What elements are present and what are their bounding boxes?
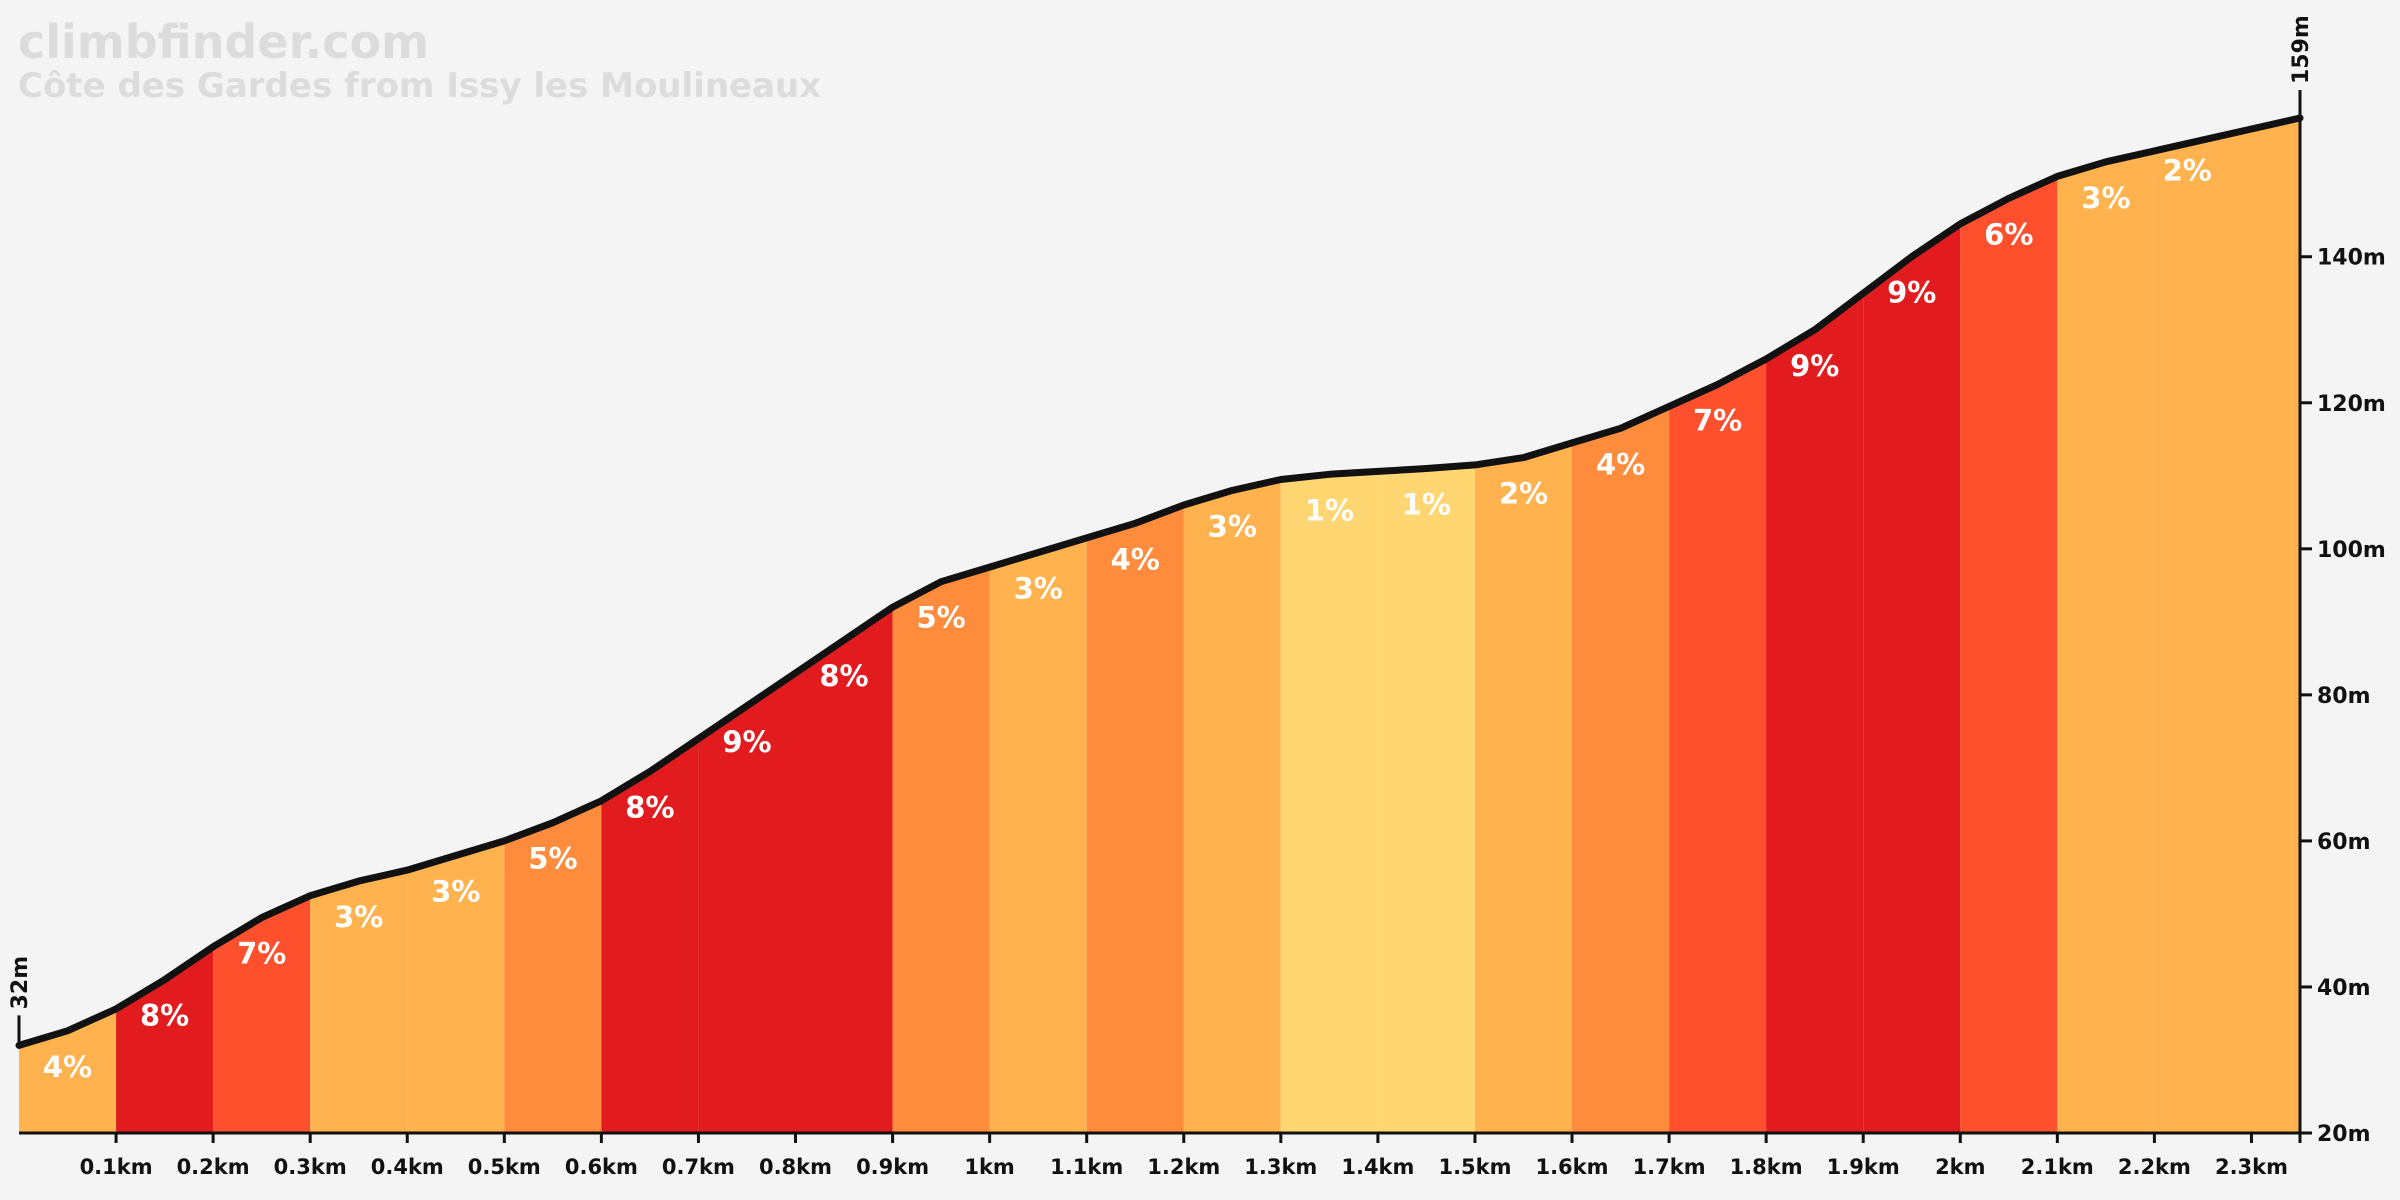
gradient-label: 9% [1790, 349, 1839, 383]
x-tick-label: 1km [964, 1155, 1014, 1179]
x-tick-label: 0.1km [80, 1155, 153, 1179]
y-tick-label: 120m [2317, 392, 2386, 417]
y-tick-label: 40m [2317, 976, 2371, 1001]
y-tick-label: 100m [2317, 538, 2386, 563]
x-tick-label: 0.4km [371, 1155, 444, 1179]
gradient-segments [19, 118, 2300, 1133]
y-tick-label: 80m [2317, 684, 2371, 709]
x-tick-label: 1.9km [1827, 1155, 1900, 1179]
x-tick-label: 2.1km [2021, 1155, 2094, 1179]
gradient-label: 9% [1887, 276, 1936, 310]
gradient-segment [698, 673, 796, 1133]
gradient-segment [892, 567, 990, 1133]
gradient-label: 3% [334, 900, 383, 934]
gradient-label: 5% [916, 601, 965, 635]
gradient-label: 6% [1984, 217, 2033, 251]
gradient-segment [1669, 359, 1767, 1133]
gradient-label: 5% [528, 842, 577, 876]
x-tick-label: 0.7km [662, 1155, 735, 1179]
y-tick-label: 20m [2317, 1122, 2371, 1147]
gradient-segment [116, 946, 214, 1133]
gradient-label: 3% [2081, 181, 2130, 215]
x-tick-label: 0.9km [856, 1155, 929, 1179]
x-tick-label: 0.2km [177, 1155, 250, 1179]
y-axis: 20m 40m 60m 80m 100m 120m 140m [2298, 118, 2386, 1147]
gradient-segment [2154, 118, 2300, 1133]
gradient-segment [1863, 223, 1961, 1133]
gradient-segment [1475, 442, 1572, 1133]
gradient-segment [1766, 293, 1864, 1133]
gradient-labels: 4% 8% 7% 3% 3% 5% 8% 9% 8% 5% 3% 4% 3% 1% 1% 2% 4% 7% 9% 9%… [43, 153, 2212, 1083]
gradient-label: 4% [43, 1050, 92, 1084]
gradient-segment [1377, 464, 1475, 1133]
x-tick-label: 2.2km [2118, 1155, 2191, 1179]
gradient-label: 2% [2163, 153, 2212, 187]
elevation-markers: 32m 159m [8, 15, 2314, 1046]
x-tick-label: 2.3km [2215, 1155, 2288, 1179]
x-tick-label: 1.7km [1633, 1155, 1706, 1179]
x-tick-label: 0.5km [468, 1155, 541, 1179]
x-tick-label: 0.8km [759, 1155, 832, 1179]
gradient-label: 1% [1305, 493, 1354, 527]
x-tick-label: 1.2km [1147, 1155, 1220, 1179]
gradient-label: 1% [1402, 488, 1451, 522]
y-tick-label: 140m [2317, 246, 2386, 271]
gradient-label: 7% [237, 937, 286, 971]
gradient-segment [989, 537, 1087, 1133]
end-elevation-label: 159m [2289, 15, 2314, 84]
y-tick-label: 60m [2317, 830, 2371, 855]
gradient-label: 3% [431, 875, 480, 909]
gradient-segment [504, 800, 602, 1133]
x-tick-label: 1.3km [1244, 1155, 1317, 1179]
gradient-label: 2% [1499, 477, 1548, 511]
x-tick-label: 1.4km [1341, 1155, 1414, 1179]
x-tick-label: 0.6km [565, 1155, 638, 1179]
gradient-segment [1572, 406, 1670, 1133]
x-tick-label: 2km [1935, 1155, 1985, 1179]
gradient-segment [1183, 479, 1281, 1133]
gradient-segment [213, 895, 311, 1133]
gradient-label: 8% [819, 659, 868, 693]
gradient-label: 8% [625, 791, 674, 825]
gradient-label: 9% [722, 725, 771, 759]
x-tick-label: 1.1km [1050, 1155, 1123, 1179]
gradient-label: 8% [140, 999, 189, 1033]
start-elevation-label: 32m [8, 956, 33, 1010]
gradient-segment [407, 840, 505, 1133]
gradient-label: 3% [1208, 509, 1257, 543]
x-tick-label: 1.5km [1438, 1155, 1511, 1179]
gradient-segment [1960, 176, 2058, 1133]
profile-line [15, 114, 2304, 1049]
x-axis: 0.1km 0.2km 0.3km 0.4km 0.5km 0.6km 0.7km 0.8km… [19, 1131, 2302, 1179]
site-title: climbfinder.com [18, 15, 429, 69]
gradient-label: 4% [1111, 542, 1160, 576]
x-tick-label: 1.8km [1730, 1155, 1803, 1179]
gradient-segment [2057, 150, 2155, 1133]
gradient-segment [601, 738, 699, 1133]
gradient-label: 3% [1014, 572, 1063, 606]
gradient-label: 7% [1693, 404, 1742, 438]
gradient-segment [310, 870, 408, 1133]
x-tick-label: 0.3km [274, 1155, 347, 1179]
climb-name: Côte des Gardes from Issy les Moulineaux [18, 66, 821, 106]
x-tick-label: 1.6km [1535, 1155, 1608, 1179]
gradient-segment [795, 607, 893, 1133]
gradient-label: 4% [1596, 447, 1645, 481]
gradient-segment [1280, 471, 1378, 1133]
gradient-segment [1086, 505, 1184, 1133]
